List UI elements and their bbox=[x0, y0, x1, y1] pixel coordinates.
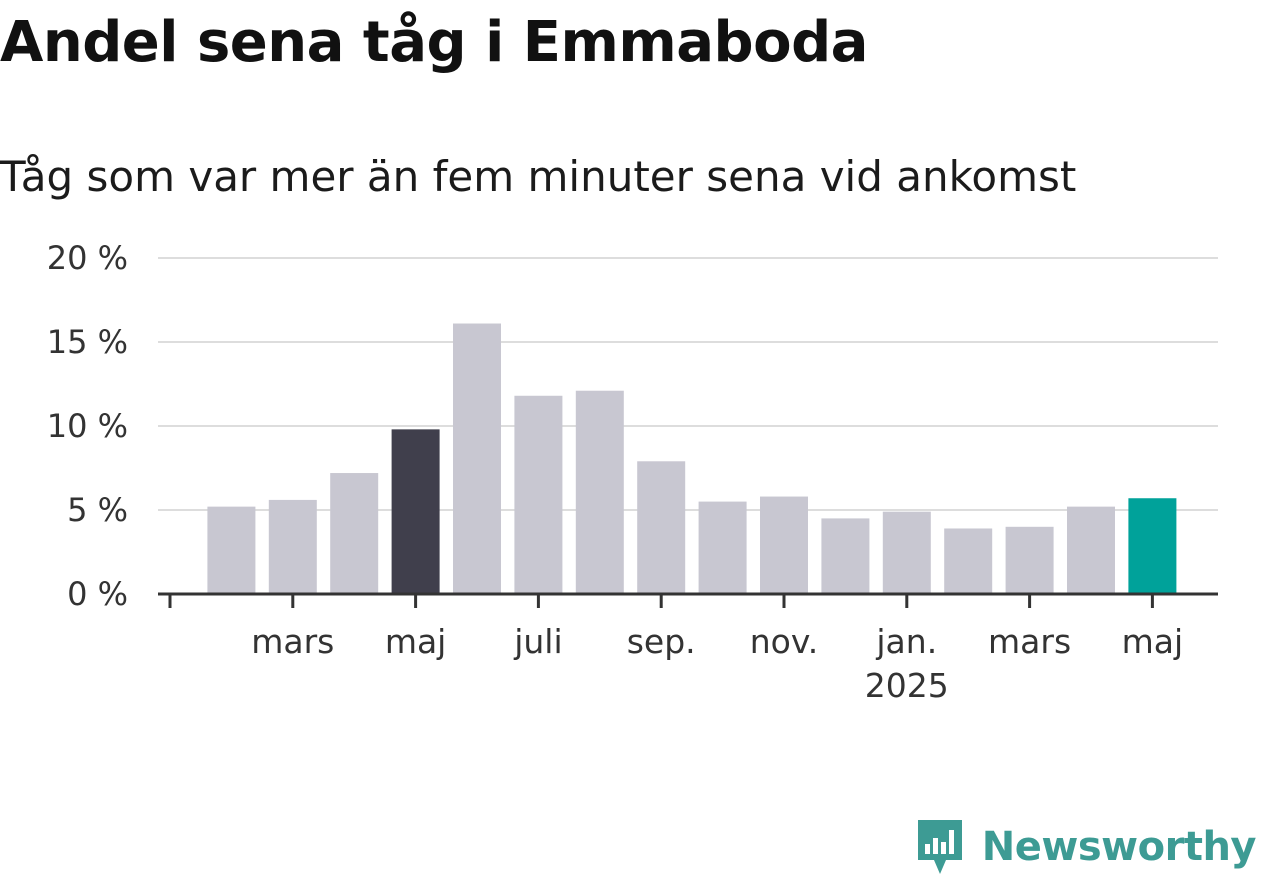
bar-2024-03 bbox=[268, 499, 317, 594]
y-tick-label: 5 % bbox=[67, 491, 128, 529]
bar-2024-12 bbox=[821, 518, 870, 594]
y-tick-label: 15 % bbox=[47, 323, 128, 361]
x-tick-label: juli bbox=[513, 622, 562, 661]
bar-2024-11 bbox=[760, 496, 808, 594]
bar-2024-02 bbox=[207, 506, 256, 594]
y-tick-label: 10 % bbox=[47, 407, 128, 445]
bar-2024-04 bbox=[330, 473, 379, 594]
x-tick-label: mars bbox=[988, 622, 1071, 661]
chart-subtitle: Tåg som var mer än fem minuter sena vid … bbox=[0, 152, 1077, 201]
bar-2025-05 bbox=[1128, 498, 1177, 594]
x-tick-label: sep. bbox=[627, 622, 696, 661]
bar-2024-06 bbox=[453, 323, 501, 594]
chart-title: Andel sena tåg i Emmaboda bbox=[0, 10, 868, 75]
y-tick-label: 0 % bbox=[67, 575, 128, 613]
newsworthy-logo-icon bbox=[917, 820, 962, 874]
x-tick-label: maj bbox=[1122, 622, 1184, 661]
x-tick-year-label: 2025 bbox=[865, 666, 949, 705]
gridlines bbox=[158, 257, 1218, 511]
bars bbox=[207, 323, 1177, 594]
x-tick-label: mars bbox=[251, 622, 334, 661]
bar-2024-07 bbox=[514, 395, 563, 594]
y-tick-label: 20 % bbox=[47, 239, 128, 277]
bar-2025-01 bbox=[882, 511, 931, 594]
bar-2024-08 bbox=[575, 390, 624, 594]
y-axis-labels: 0 % 5 % 10 % 15 % 20 % bbox=[47, 239, 128, 613]
x-tick-label: jan. bbox=[875, 622, 937, 661]
brand-logo-block: Newsworthy bbox=[916, 817, 1257, 877]
bar-2024-05 bbox=[391, 429, 440, 594]
x-tick-label: maj bbox=[385, 622, 447, 661]
brand-name: Newsworthy bbox=[981, 824, 1257, 870]
x-axis-labels: mars maj juli sep. nov. jan. 2025 mars maj bbox=[251, 622, 1183, 705]
bar-2025-02 bbox=[944, 528, 993, 594]
x-tick-label: nov. bbox=[750, 622, 819, 661]
bar-2024-09 bbox=[637, 461, 686, 594]
bar-2025-03 bbox=[1005, 526, 1054, 594]
bar-2025-04 bbox=[1067, 506, 1115, 594]
bar-2024-10 bbox=[698, 501, 747, 594]
x-axis bbox=[158, 592, 1218, 608]
